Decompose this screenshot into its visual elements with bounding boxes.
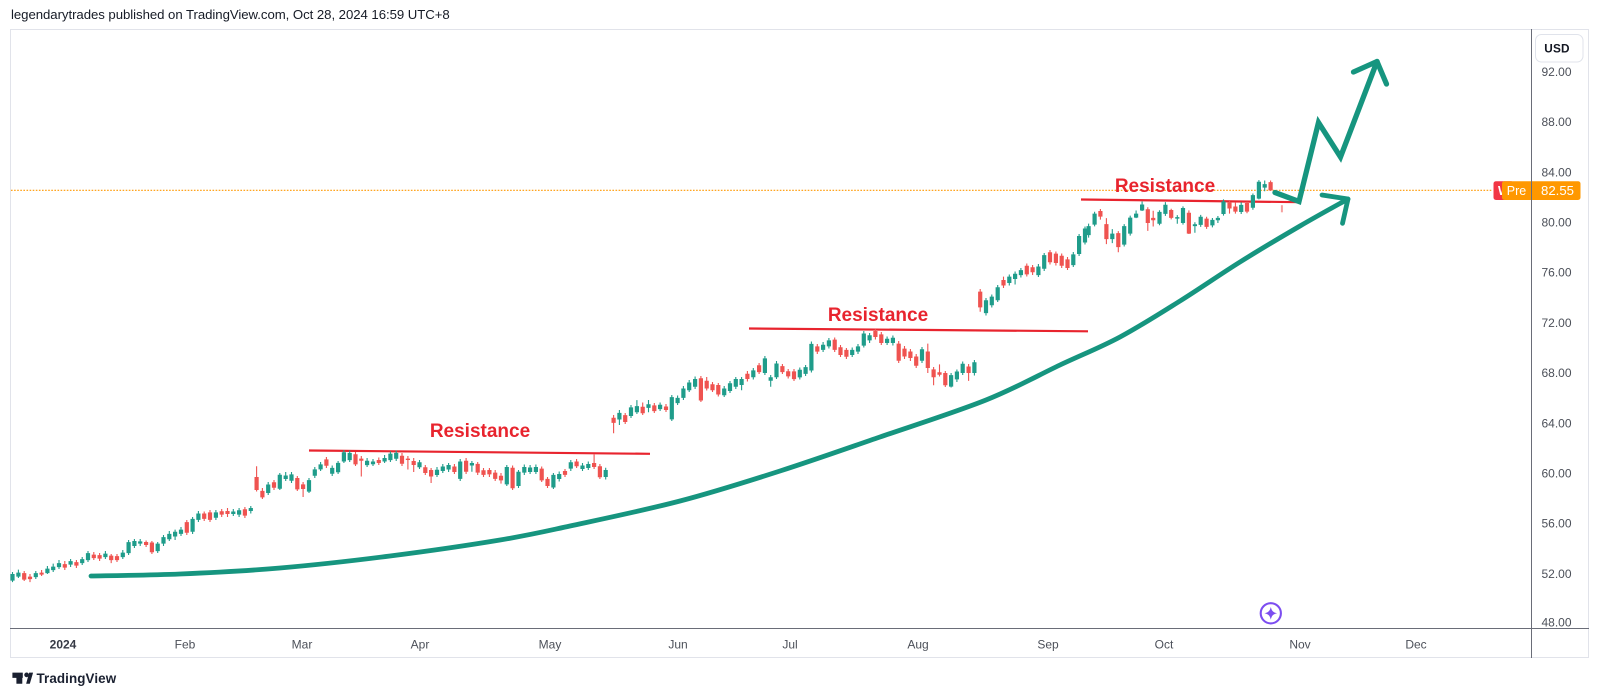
svg-text:Jun: Jun [668,638,687,652]
svg-text:Pre: Pre [1507,184,1527,198]
svg-text:Jul: Jul [782,638,797,652]
svg-text:92.00: 92.00 [1541,65,1571,79]
svg-text:72.00: 72.00 [1541,316,1571,330]
svg-text:Sep: Sep [1037,638,1059,652]
svg-text:Nov: Nov [1289,638,1310,652]
svg-text:May: May [539,638,562,652]
svg-text:48.00: 48.00 [1541,615,1571,629]
svg-text:2024: 2024 [50,638,77,652]
svg-text:64.00: 64.00 [1541,416,1571,430]
svg-text:84.00: 84.00 [1541,165,1571,179]
svg-text:82.55: 82.55 [1541,183,1574,198]
svg-text:Feb: Feb [175,638,196,652]
svg-text:52.00: 52.00 [1541,567,1571,581]
svg-text:USD: USD [1544,42,1570,56]
svg-text:60.00: 60.00 [1541,466,1571,480]
svg-text:Aug: Aug [907,638,928,652]
svg-text:88.00: 88.00 [1541,115,1571,129]
svg-text:80.00: 80.00 [1541,216,1571,230]
svg-text:56.00: 56.00 [1541,517,1571,531]
svg-text:Resistance: Resistance [1115,176,1215,197]
svg-text:Resistance: Resistance [430,421,530,442]
svg-text:68.00: 68.00 [1541,366,1571,380]
svg-text:Oct: Oct [1155,638,1174,652]
svg-text:Apr: Apr [411,638,430,652]
svg-text:Mar: Mar [292,638,313,652]
svg-text:Resistance: Resistance [828,305,928,326]
svg-text:76.00: 76.00 [1541,266,1571,280]
svg-text:Dec: Dec [1405,638,1426,652]
